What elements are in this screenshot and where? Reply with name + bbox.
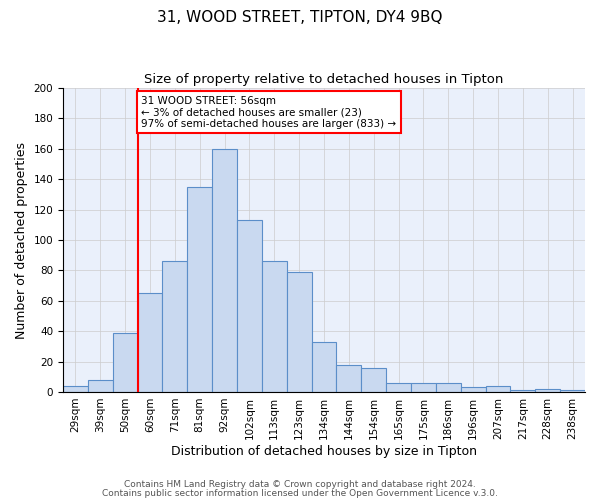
Bar [88,380,113,392]
Bar [386,383,411,392]
Text: Contains public sector information licensed under the Open Government Licence v.: Contains public sector information licen… [102,488,498,498]
Bar [187,187,212,392]
Y-axis label: Number of detached properties: Number of detached properties [15,142,28,338]
Bar [163,262,187,392]
Bar [337,364,361,392]
Bar [287,272,311,392]
Bar [212,149,237,392]
Bar [560,390,585,392]
Text: 31 WOOD STREET: 56sqm
← 3% of detached houses are smaller (23)
97% of semi-detac: 31 WOOD STREET: 56sqm ← 3% of detached h… [142,96,397,129]
Bar [511,390,535,392]
Bar [262,262,287,392]
Text: 31, WOOD STREET, TIPTON, DY4 9BQ: 31, WOOD STREET, TIPTON, DY4 9BQ [157,10,443,25]
X-axis label: Distribution of detached houses by size in Tipton: Distribution of detached houses by size … [171,444,477,458]
Bar [411,383,436,392]
Title: Size of property relative to detached houses in Tipton: Size of property relative to detached ho… [145,72,504,86]
Bar [461,388,485,392]
Bar [237,220,262,392]
Bar [535,389,560,392]
Bar [311,342,337,392]
Text: Contains HM Land Registry data © Crown copyright and database right 2024.: Contains HM Land Registry data © Crown c… [124,480,476,489]
Bar [113,332,137,392]
Bar [137,293,163,392]
Bar [436,383,461,392]
Bar [63,386,88,392]
Bar [361,368,386,392]
Bar [485,386,511,392]
